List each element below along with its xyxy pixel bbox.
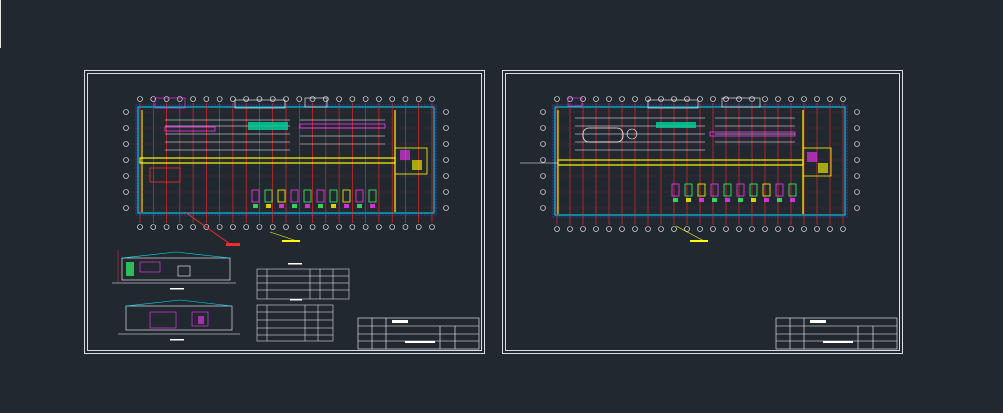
sheet-1-equipment-row	[251, 189, 377, 208]
sheet-1-schedule-table-1	[256, 263, 350, 300]
sheet-2-floor-plan	[520, 96, 860, 243]
sheet-1-schedule-table-2	[256, 299, 334, 342]
sheet-1-title-block	[357, 317, 480, 350]
drawing-sheet-2[interactable]	[502, 70, 903, 354]
crosshair-cursor	[0, 0, 1, 48]
sheet-1-top-axis-bubbles	[137, 96, 435, 230]
sheet-1-elevation-b	[118, 299, 240, 341]
sheet-2-corridor	[557, 159, 804, 166]
sheet-2-title-block	[775, 317, 898, 350]
sheet-1-elevation-a	[112, 250, 236, 290]
drawing-sheet-1[interactable]	[84, 70, 485, 354]
sheet-1-stair-core	[394, 147, 428, 175]
sheet-1-production-lines	[165, 119, 385, 151]
sheet-1-floor-plan	[123, 96, 449, 246]
sheet-1-corridor	[139, 157, 396, 164]
sheet-2-equipment-row	[671, 183, 797, 202]
sheet-2-inner-border	[505, 73, 900, 351]
sheet-1-inner-border	[87, 73, 482, 351]
